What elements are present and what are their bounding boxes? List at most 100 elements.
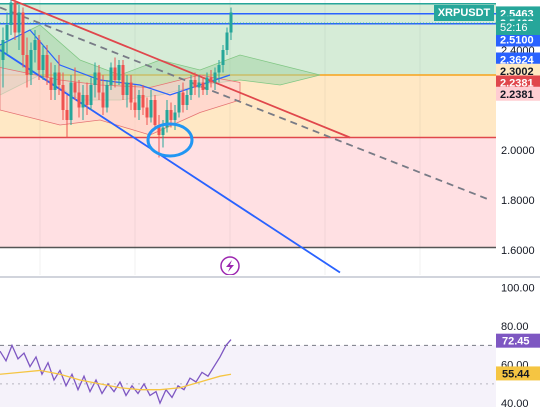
candle-body xyxy=(125,82,129,95)
price-level-label[interactable]: 2.2381 xyxy=(496,75,540,90)
candle[interactable] xyxy=(197,75,201,98)
candle[interactable] xyxy=(77,80,81,118)
candle[interactable] xyxy=(37,35,41,80)
candle-body xyxy=(209,77,213,83)
candle[interactable] xyxy=(125,75,129,108)
candle[interactable] xyxy=(149,90,153,123)
candle-body xyxy=(193,80,197,88)
candle[interactable] xyxy=(9,0,13,35)
candle[interactable] xyxy=(97,65,101,100)
candle[interactable] xyxy=(213,67,217,91)
candle[interactable] xyxy=(101,75,105,115)
candle-body xyxy=(17,12,21,33)
candle-body xyxy=(221,50,225,65)
candle[interactable] xyxy=(209,70,213,88)
candle-body xyxy=(65,110,69,120)
candle[interactable] xyxy=(49,62,53,101)
rsi-pane[interactable] xyxy=(0,339,496,407)
candle-body xyxy=(109,67,113,85)
lightning-icon-bolt xyxy=(226,260,234,272)
candle[interactable] xyxy=(117,60,121,85)
candle[interactable] xyxy=(1,27,5,88)
candle[interactable] xyxy=(185,90,189,110)
candle[interactable] xyxy=(129,75,133,110)
candle-body xyxy=(141,95,145,108)
candle[interactable] xyxy=(89,77,93,111)
candle[interactable] xyxy=(17,5,21,50)
candle[interactable] xyxy=(137,90,141,120)
candle[interactable] xyxy=(113,57,117,88)
rsi-value-bg xyxy=(496,366,540,381)
candle[interactable] xyxy=(217,60,221,83)
rsi-tick-label: 40.00 xyxy=(501,398,529,407)
candle-body xyxy=(161,127,165,135)
candle[interactable] xyxy=(65,95,69,138)
candle[interactable] xyxy=(181,82,185,113)
candle-body xyxy=(129,82,133,103)
candle[interactable] xyxy=(157,115,161,158)
candle[interactable] xyxy=(221,45,225,73)
rsi-value-label[interactable]: 55.44 xyxy=(496,366,540,381)
candle-body xyxy=(69,82,73,120)
price-level-text: 2.5100 xyxy=(500,35,534,47)
candle[interactable] xyxy=(189,75,193,100)
candle[interactable] xyxy=(145,97,149,126)
candle[interactable] xyxy=(177,85,181,118)
candle[interactable] xyxy=(61,72,65,121)
price-axis[interactable]: 2.40002.00001.80001.60002.54632.54632.51… xyxy=(496,0,540,278)
candle[interactable] xyxy=(133,85,137,118)
candle[interactable] xyxy=(25,37,29,88)
rsi-ma-line[interactable] xyxy=(0,369,232,391)
candle[interactable] xyxy=(121,60,125,100)
candle[interactable] xyxy=(85,82,89,116)
candle[interactable] xyxy=(109,62,113,91)
price-level-label[interactable]: 2.3002 xyxy=(496,63,540,78)
candle[interactable] xyxy=(53,65,57,100)
candle-body xyxy=(77,92,81,108)
candle[interactable] xyxy=(105,80,109,113)
candle[interactable] xyxy=(193,72,197,96)
candle[interactable] xyxy=(41,45,45,80)
candle-body xyxy=(177,92,181,113)
candle[interactable] xyxy=(229,7,233,41)
candle[interactable] xyxy=(73,67,77,101)
trendline-resistance[interactable] xyxy=(0,0,351,139)
candle[interactable] xyxy=(45,45,49,85)
candle-body xyxy=(157,125,161,135)
price-level-label[interactable]: 2.5100 xyxy=(496,32,540,47)
candle-body xyxy=(225,32,229,50)
candle[interactable] xyxy=(13,0,17,40)
candle[interactable] xyxy=(225,27,229,56)
trendline-dashed_trend[interactable] xyxy=(0,6,491,201)
candle-body xyxy=(181,92,185,105)
rsi-value-bg xyxy=(496,333,540,348)
candle-body xyxy=(33,40,37,50)
candle[interactable] xyxy=(57,55,61,95)
price-level-bg xyxy=(496,52,540,67)
candle[interactable] xyxy=(33,30,37,63)
candle[interactable] xyxy=(5,12,9,56)
candle-body xyxy=(89,85,93,105)
candle-body xyxy=(189,80,193,95)
price-level-label[interactable]: 2.2381 xyxy=(496,86,540,101)
candle-body xyxy=(21,12,25,55)
candle[interactable] xyxy=(201,77,205,96)
price-level-text: 2.2381 xyxy=(500,78,534,90)
candle[interactable] xyxy=(205,72,209,96)
candle-body xyxy=(13,2,17,33)
trendline-support[interactable] xyxy=(0,49,341,274)
lightning-icon[interactable] xyxy=(220,256,240,275)
candle[interactable] xyxy=(153,95,157,130)
candle[interactable] xyxy=(21,7,25,68)
rsi-value-label[interactable]: 72.45 xyxy=(496,333,540,348)
price-level-label[interactable]: 2.3624 xyxy=(496,52,540,67)
candle[interactable] xyxy=(93,62,97,98)
candle[interactable] xyxy=(141,85,145,115)
candle[interactable] xyxy=(81,85,85,120)
candle[interactable] xyxy=(165,100,169,133)
candle[interactable] xyxy=(69,75,73,125)
candle[interactable] xyxy=(29,42,33,86)
price-pane[interactable] xyxy=(0,0,496,275)
